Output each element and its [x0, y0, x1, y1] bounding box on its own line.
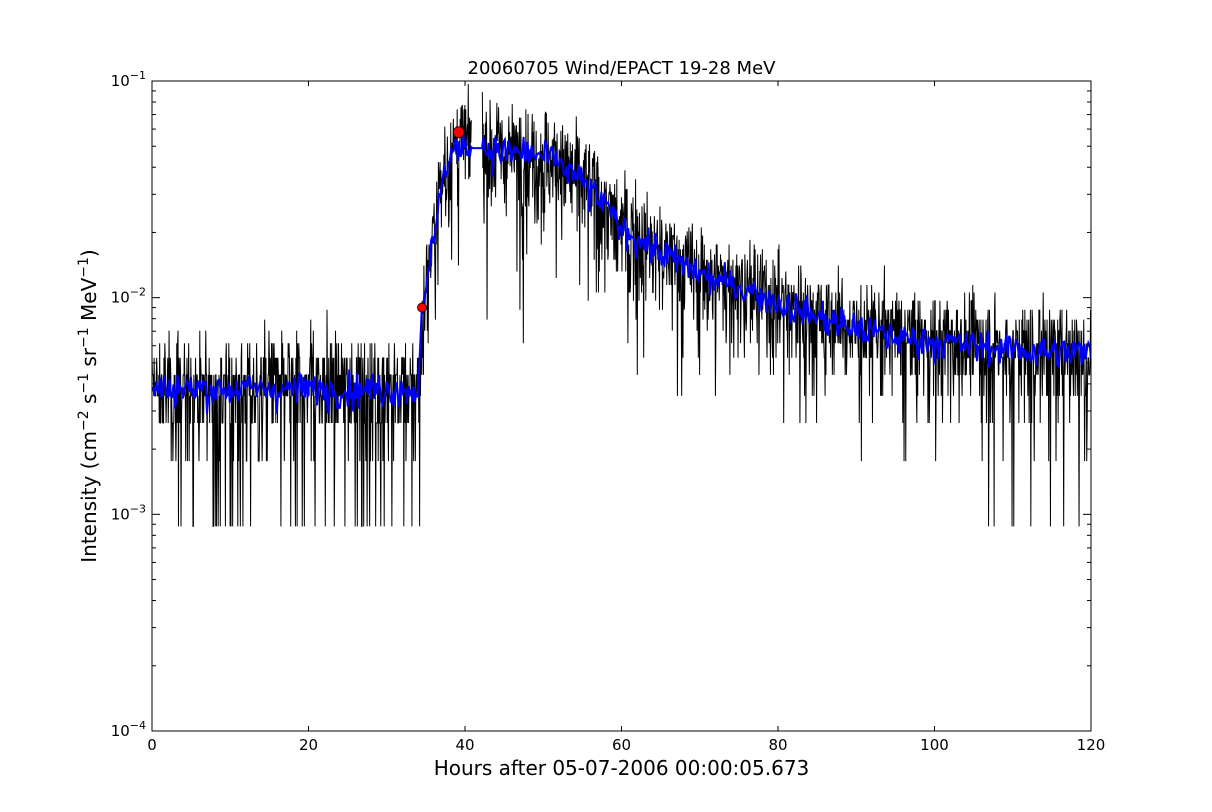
- y-axis-label: Intensity (cm−2 s−1 sr−1 MeV−1): [76, 249, 101, 562]
- y-axis-label-base: Intensity (cm: [77, 431, 101, 563]
- marker-onset: [417, 302, 427, 313]
- series-layer: [152, 84, 1091, 527]
- y-axis-label-sup3: −1: [76, 327, 92, 348]
- x-axis-label: Hours after 05-07-2006 00:00:05.673: [434, 756, 810, 780]
- x-tick-label: 40: [455, 736, 474, 754]
- y-tick-label-exp: −3: [130, 502, 146, 515]
- y-tick-label: 10−2: [111, 286, 146, 307]
- y-tick-label: 10−4: [111, 719, 146, 740]
- x-tick-label: 0: [147, 736, 157, 754]
- y-axis-label-mid3: MeV: [77, 277, 101, 327]
- y-axis-label-mid1: s: [77, 394, 101, 411]
- y-tick-label-base: 10: [111, 722, 130, 740]
- y-tick-label-exp: −4: [130, 719, 146, 732]
- x-tick-label: 120: [1077, 736, 1106, 754]
- x-tick-label: 80: [768, 736, 787, 754]
- y-axis-label-sup4: −1: [76, 257, 92, 278]
- marker-layer: [417, 126, 465, 313]
- series-raw-intensity-line: [152, 84, 1091, 527]
- y-tick-label: 10−1: [111, 69, 146, 90]
- y-axis-label-end: ): [77, 249, 101, 257]
- y-tick-label-base: 10: [111, 289, 130, 307]
- y-tick-label-base: 10: [111, 505, 130, 523]
- y-tick-label: 10−3: [111, 502, 146, 523]
- y-tick-label-base: 10: [111, 72, 130, 90]
- y-axis-label-sup2: −1: [76, 373, 92, 394]
- x-tick-label: 100: [920, 736, 949, 754]
- y-tick-label-exp: −2: [130, 286, 146, 299]
- chart-title: 20060705 Wind/EPACT 19-28 MeV: [468, 58, 777, 79]
- y-axis-label-sup1: −2: [76, 410, 92, 431]
- y-tick-label-exp: −1: [130, 69, 146, 82]
- x-tick-label: 60: [612, 736, 631, 754]
- marker-peak: [452, 126, 465, 139]
- x-tick-label: 20: [299, 736, 318, 754]
- series-smoothed-intensity-line: [152, 133, 1091, 415]
- y-axis-label-mid2: sr: [77, 347, 101, 373]
